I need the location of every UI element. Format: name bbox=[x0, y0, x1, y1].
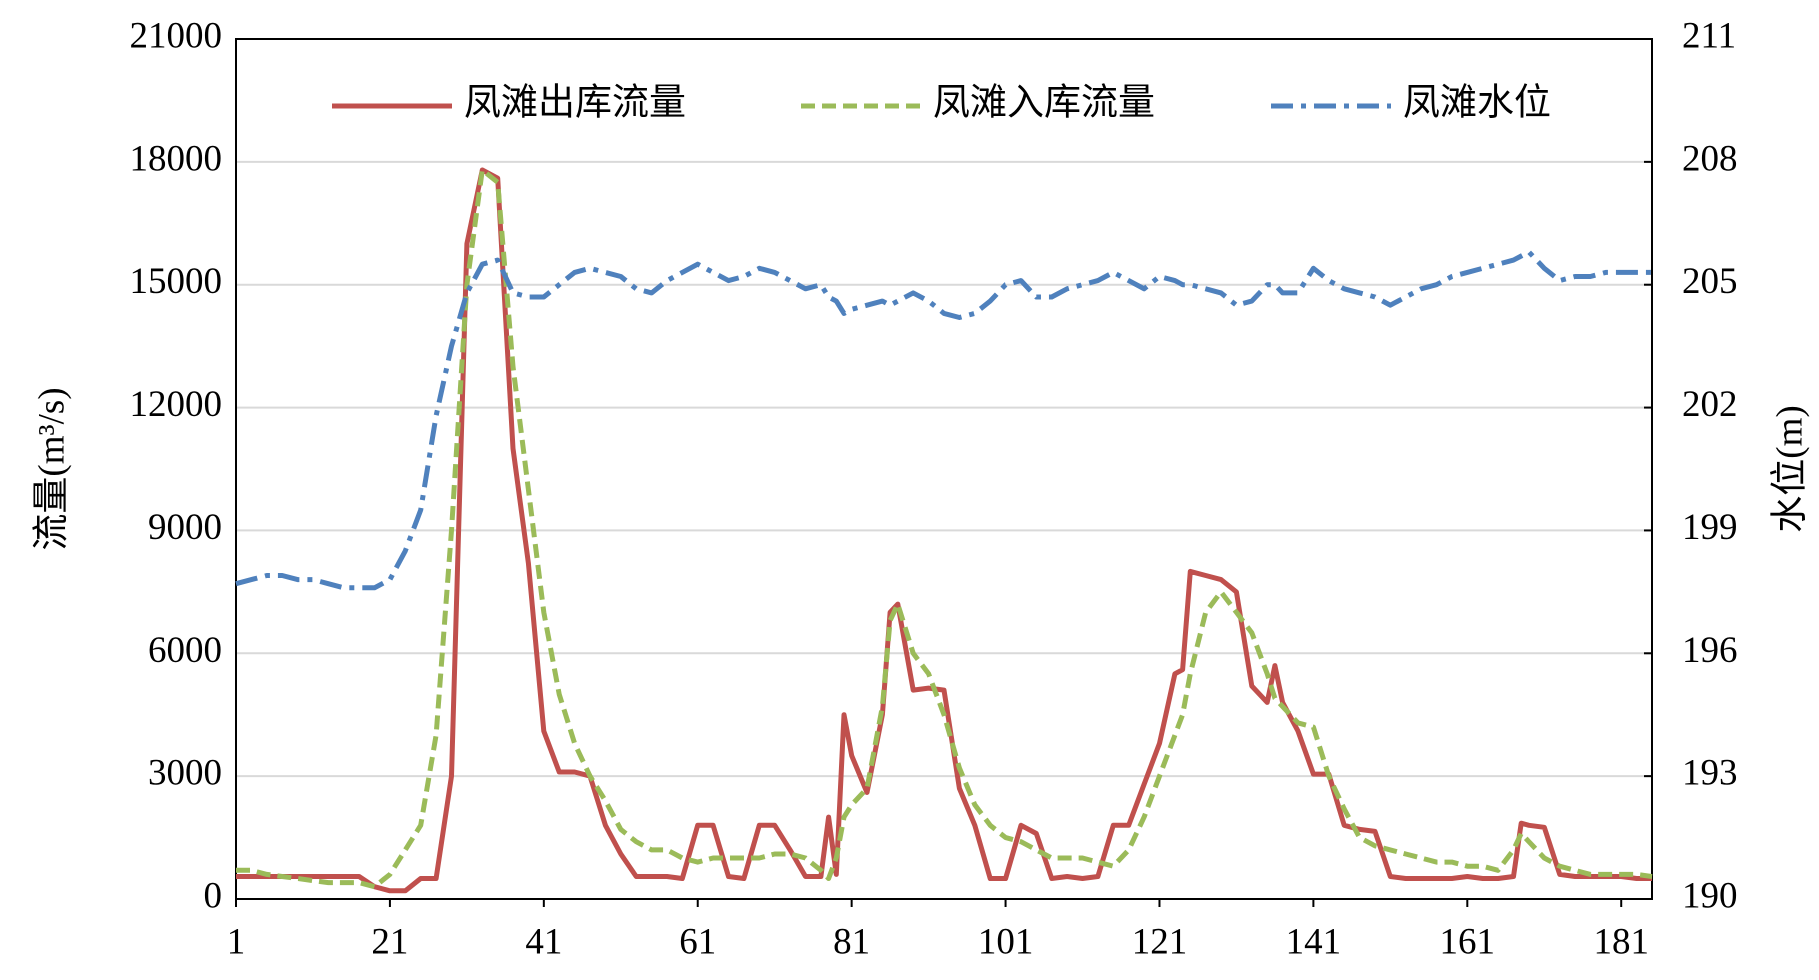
x-tick-label: 21 bbox=[371, 921, 408, 962]
x-tick-label: 1 bbox=[227, 921, 246, 962]
x-tick-label: 141 bbox=[1286, 921, 1342, 962]
y-tick-label: 12000 bbox=[130, 384, 223, 425]
y2-axis-label: 水位(m) bbox=[1768, 405, 1810, 532]
x-tick-label: 101 bbox=[978, 921, 1034, 962]
y-axis-label: 流量(m³/s) bbox=[31, 387, 72, 550]
legend-label: 凤滩入库流量 bbox=[933, 81, 1155, 123]
y2-tick-label: 199 bbox=[1682, 507, 1738, 548]
series-line bbox=[236, 167, 1653, 890]
y-tick-label: 18000 bbox=[130, 138, 223, 179]
x-tick-label: 181 bbox=[1593, 921, 1649, 962]
x-tick-label: 81 bbox=[833, 921, 870, 962]
y2-tick-label: 202 bbox=[1682, 384, 1738, 425]
y2-tick-label: 190 bbox=[1682, 875, 1738, 916]
series-line bbox=[235, 249, 1652, 591]
y-tick-label: 15000 bbox=[130, 261, 223, 302]
legend-label: 凤滩水位 bbox=[1403, 81, 1551, 123]
y-tick-label: 9000 bbox=[148, 507, 222, 548]
y-tick-label: 3000 bbox=[148, 753, 222, 794]
plot-frame bbox=[235, 38, 1653, 900]
y2-tick-label: 193 bbox=[1682, 753, 1738, 794]
x-tick-label: 61 bbox=[679, 921, 716, 962]
legend-label: 凤滩出库流量 bbox=[464, 81, 686, 123]
x-tick-label: 41 bbox=[525, 921, 562, 962]
x-tick-label: 121 bbox=[1132, 921, 1188, 962]
y2-tick-label: 196 bbox=[1682, 630, 1738, 671]
y2-tick-label: 205 bbox=[1682, 261, 1738, 302]
x-tick-label: 161 bbox=[1440, 921, 1496, 962]
y-tick-label: 6000 bbox=[148, 630, 222, 671]
y-tick-label: 21000 bbox=[130, 15, 223, 56]
y-tick-label: 0 bbox=[204, 875, 223, 916]
y2-tick-label: 211 bbox=[1682, 15, 1736, 56]
y2-tick-label: 208 bbox=[1682, 138, 1738, 179]
